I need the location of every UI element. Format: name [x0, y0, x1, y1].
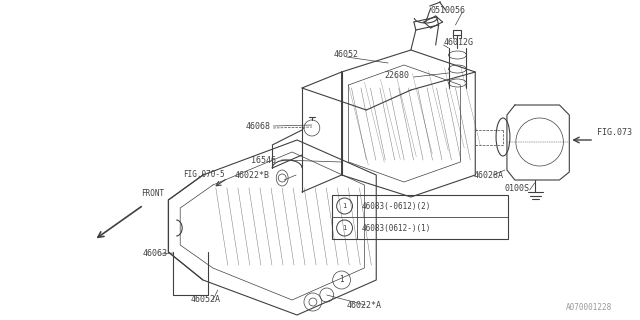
- Text: 1: 1: [339, 276, 344, 284]
- Text: 1: 1: [342, 203, 347, 209]
- Text: 0510056: 0510056: [431, 5, 466, 14]
- Text: FIG.073: FIG.073: [597, 127, 632, 137]
- Text: FRONT: FRONT: [141, 189, 164, 198]
- Text: 0100S: 0100S: [505, 183, 530, 193]
- Text: 1: 1: [342, 225, 347, 231]
- Text: 46028A: 46028A: [473, 171, 503, 180]
- Text: 46022*B: 46022*B: [235, 171, 269, 180]
- Text: 46068: 46068: [246, 122, 271, 131]
- Text: 46052A: 46052A: [190, 295, 220, 305]
- Text: 22680: 22680: [384, 70, 409, 79]
- Text: 46012G: 46012G: [444, 37, 474, 46]
- Text: 46063: 46063: [143, 250, 168, 259]
- Text: 46083(-0612)(2): 46083(-0612)(2): [362, 202, 431, 211]
- Text: 46083(0612-)(1): 46083(0612-)(1): [362, 223, 431, 233]
- Text: 16546: 16546: [252, 156, 276, 164]
- Text: 46052: 46052: [333, 50, 358, 59]
- Text: 46022*A: 46022*A: [346, 300, 381, 309]
- Text: A070001228: A070001228: [566, 303, 612, 312]
- Bar: [332, 195, 508, 239]
- Text: FIG.070-5: FIG.070-5: [183, 170, 225, 179]
